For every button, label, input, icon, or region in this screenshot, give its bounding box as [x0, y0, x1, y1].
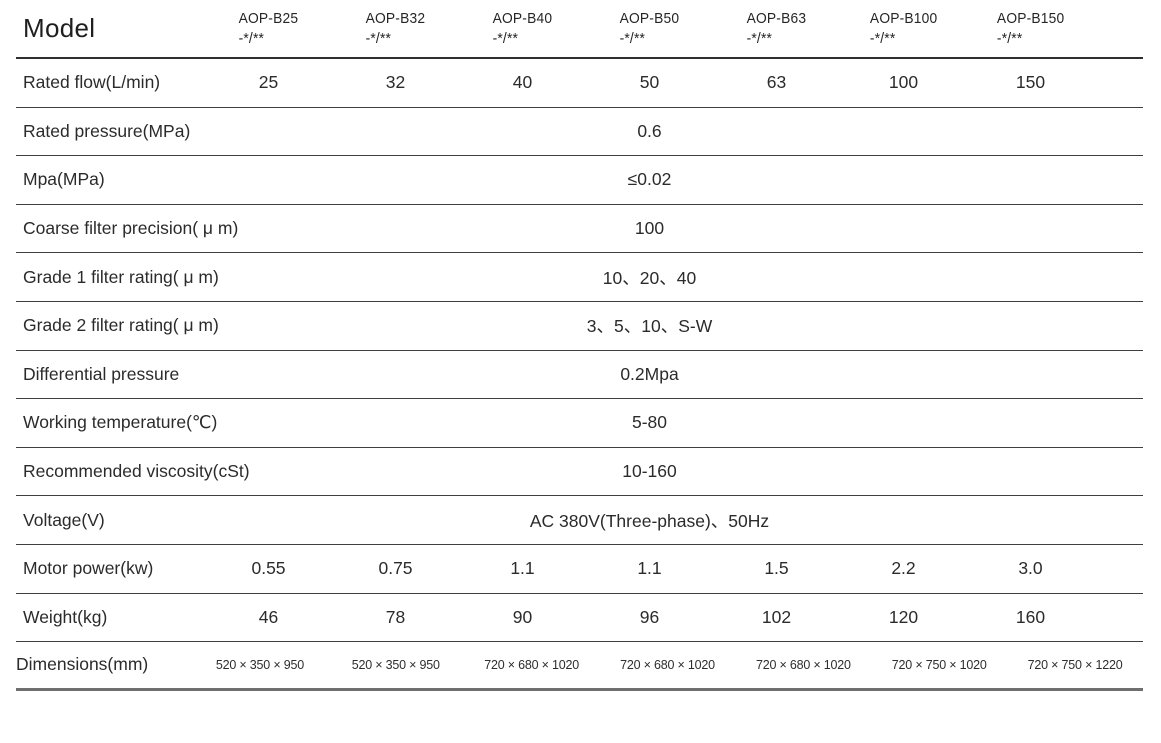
column-header-aop-b25: AOP-B25 -*/**	[205, 9, 332, 47]
cell-value: 46	[258, 606, 279, 627]
cell-value: 720 × 750 × 1220	[1027, 657, 1123, 672]
model-suffix: -*/**	[492, 29, 519, 47]
span-value: 10、20、40	[602, 267, 697, 288]
model-name: AOP-B40	[492, 10, 553, 28]
span-value: 5-80	[631, 412, 668, 433]
model-name: AOP-B63	[746, 10, 807, 28]
cell-value: 1.5	[764, 558, 789, 579]
row-label: Rated pressure(MPa)	[23, 120, 191, 141]
model-suffix: -*/**	[996, 29, 1023, 47]
model-header-label: Model	[23, 13, 96, 43]
cell-value: 96	[639, 606, 660, 627]
row-label: Differential pressure	[23, 363, 180, 384]
span-value: 0.6	[637, 120, 662, 141]
row-voltage: Voltage(V) AC 380V(Three-phase)、50Hz	[16, 496, 1143, 545]
cell-value: 102	[761, 606, 792, 627]
column-header-aop-b150: AOP-B150 -*/**	[967, 9, 1094, 47]
row-recommended-viscosity: Recommended viscosity(cSt) 10-160	[16, 448, 1143, 497]
spec-table: Model AOP-B25 -*/** AOP-B32 -*/** AOP-B4…	[16, 0, 1143, 691]
column-header-aop-b63: AOP-B63 -*/**	[713, 9, 840, 47]
row-differential-pressure: Differential pressure 0.2Mpa	[16, 351, 1143, 400]
model-suffix: -*/**	[238, 29, 265, 47]
row-working-temperature: Working temperature(℃) 5-80	[16, 399, 1143, 448]
model-suffix: -*/**	[619, 29, 646, 47]
cell-value: 3.0	[1018, 558, 1043, 579]
model-suffix: -*/**	[746, 29, 773, 47]
model-name: AOP-B100	[869, 10, 938, 28]
cell-value: 720 × 680 × 1020	[484, 657, 580, 672]
model-name: AOP-B50	[619, 10, 680, 28]
row-label: Rated flow(L/min)	[23, 72, 161, 93]
cell-value: 1.1	[510, 558, 535, 579]
cell-value: 0.55	[251, 558, 286, 579]
row-label: Working temperature(℃)	[23, 412, 218, 433]
model-suffix: -*/**	[869, 29, 896, 47]
cell-value: 120	[888, 606, 919, 627]
cell-value: 50	[639, 72, 660, 93]
cell-value: 100	[888, 72, 919, 93]
row-label: Coarse filter precision( μ m)	[23, 218, 239, 239]
row-weight: Weight(kg) 46 78 90 96 102 120 160	[16, 594, 1143, 643]
row-dimensions: Dimensions(mm) 520 × 350 × 950 520 × 350…	[16, 642, 1143, 691]
model-name: AOP-B25	[238, 10, 299, 28]
column-header-aop-b100: AOP-B100 -*/**	[840, 9, 967, 47]
cell-value: 150	[1015, 72, 1046, 93]
row-label: Grade 2 filter rating( μ m)	[23, 315, 219, 336]
span-value: ≤0.02	[627, 169, 672, 190]
row-grade2-filter-rating: Grade 2 filter rating( μ m) 3、5、10、S-W	[16, 302, 1143, 351]
cell-value: 90	[512, 606, 533, 627]
row-label: Mpa(MPa)	[23, 169, 105, 190]
row-motor-power: Motor power(kw) 0.55 0.75 1.1 1.1 1.5 2.…	[16, 545, 1143, 594]
cell-value: 40	[512, 72, 533, 93]
cell-value: 32	[385, 72, 406, 93]
cell-value: 0.75	[378, 558, 413, 579]
row-label: Weight(kg)	[23, 606, 108, 627]
cell-value: 25	[258, 72, 279, 93]
row-label: Motor power(kw)	[23, 558, 154, 579]
cell-value: 520 × 350 × 950	[351, 657, 440, 672]
model-name: AOP-B150	[996, 10, 1065, 28]
row-label: Recommended viscosity(cSt)	[23, 461, 250, 482]
row-label: Voltage(V)	[23, 509, 105, 530]
cell-value: 720 × 680 × 1020	[755, 657, 851, 672]
column-header-aop-b32: AOP-B32 -*/**	[332, 9, 459, 47]
span-value: 0.2Mpa	[620, 363, 679, 384]
column-header-aop-b40: AOP-B40 -*/**	[459, 9, 586, 47]
cell-value: 63	[766, 72, 787, 93]
row-coarse-filter-precision: Coarse filter precision( μ m) 100	[16, 205, 1143, 254]
span-value: 10-160	[622, 461, 677, 482]
span-value: AC 380V(Three-phase)、50Hz	[529, 510, 770, 531]
cell-value: 520 × 350 × 950	[215, 657, 304, 672]
cell-value: 1.1	[637, 558, 662, 579]
model-name: AOP-B32	[365, 10, 426, 28]
row-label: Grade 1 filter rating( μ m)	[23, 266, 219, 287]
row-label: Dimensions(mm)	[16, 654, 149, 675]
cell-value: 160	[1015, 606, 1046, 627]
column-header-aop-b50: AOP-B50 -*/**	[586, 9, 713, 47]
cell-value: 78	[385, 606, 406, 627]
span-value: 100	[634, 218, 665, 239]
cell-value: 720 × 680 × 1020	[620, 657, 715, 672]
row-grade1-filter-rating: Grade 1 filter rating( μ m) 10、20、40	[16, 253, 1143, 302]
cell-value: 2.2	[891, 558, 916, 579]
cell-value: 720 × 750 × 1020	[891, 657, 987, 672]
row-rated-flow: Rated flow(L/min) 25 32 40 50 63 100 150	[16, 59, 1143, 108]
model-suffix: -*/**	[365, 29, 392, 47]
row-mpa: Mpa(MPa) ≤0.02	[16, 156, 1143, 205]
span-value: 3、5、10、S-W	[586, 316, 713, 337]
row-rated-pressure: Rated pressure(MPa) 0.6	[16, 108, 1143, 157]
header-row: Model AOP-B25 -*/** AOP-B32 -*/** AOP-B4…	[16, 0, 1143, 59]
